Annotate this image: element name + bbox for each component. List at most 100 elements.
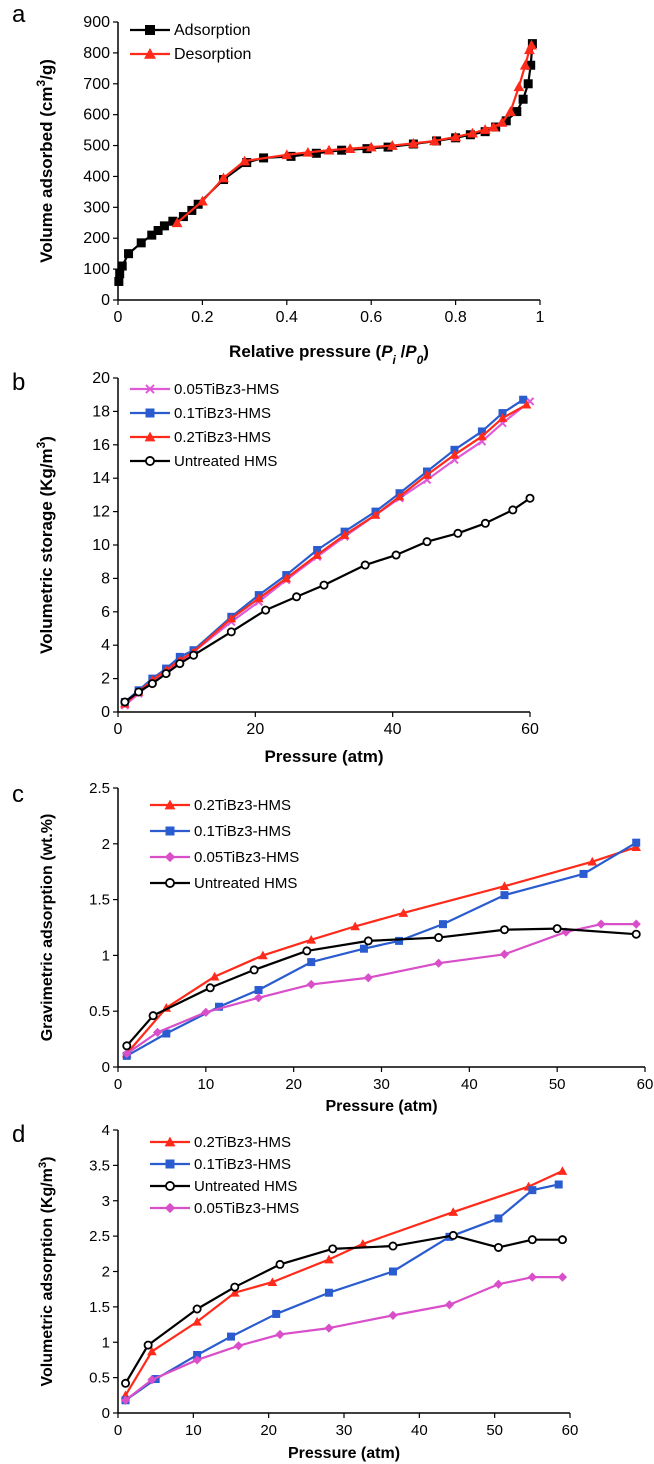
data-point xyxy=(267,1277,278,1286)
y-tick-label: 20 xyxy=(92,370,110,387)
data-point xyxy=(230,1282,240,1292)
x-tick-label: 20 xyxy=(260,1422,277,1439)
data-point xyxy=(175,659,185,669)
data-point xyxy=(134,687,144,697)
y-axis-label: Volumetric storage (Kg/m3) xyxy=(34,436,56,654)
panel-letter: c xyxy=(12,781,24,808)
x-tick-label: 0.8 xyxy=(444,309,466,326)
chart-panel-d: d00.511.522.533.540 10 20 30 40 50 60Pressure … xyxy=(12,1121,578,1462)
data-point xyxy=(159,221,169,231)
data-point xyxy=(422,470,432,479)
data-point xyxy=(161,669,171,679)
data-point xyxy=(258,950,268,960)
data-point xyxy=(388,1241,398,1251)
data-point xyxy=(162,1029,171,1038)
data-point xyxy=(554,1180,563,1189)
data-point xyxy=(596,919,606,929)
data-point xyxy=(313,546,322,555)
chart-panel-a: a 0 100 200 300 400 500 600 700 800 900 0 0.2 0.4 0.6 0… xyxy=(12,1,545,367)
data-point xyxy=(254,985,263,994)
series-Untreated HMS xyxy=(121,1230,567,1388)
data-point xyxy=(557,1166,568,1175)
data-point xyxy=(215,1002,224,1011)
data-point xyxy=(477,427,486,436)
data-point xyxy=(281,149,293,160)
label-part: Volumetric storage (Kg/m xyxy=(37,448,56,654)
label-part: Relative pressure ( xyxy=(229,342,381,361)
x-tick-label: 50 xyxy=(486,1422,503,1439)
data-point xyxy=(453,528,463,538)
x-tick-label: 1 xyxy=(536,309,545,326)
x-tick-label: 0.6 xyxy=(360,309,382,326)
data-point xyxy=(429,135,440,146)
label-part: P xyxy=(405,342,417,361)
legend-marker xyxy=(165,1159,175,1169)
data-point xyxy=(311,148,321,158)
y-tick-label: 100 xyxy=(83,261,110,278)
data-point xyxy=(344,143,356,153)
legend-label: 0.1TiBz3-HMS xyxy=(174,405,271,422)
x-tick-label: 60 xyxy=(637,1076,654,1093)
x-tick-label: 40 xyxy=(384,721,402,738)
y-tick-label: 14 xyxy=(92,470,110,487)
legend-label: 0.1TiBz3-HMS xyxy=(194,823,291,840)
label-part: 3 xyxy=(37,1162,49,1168)
data-point xyxy=(383,142,393,152)
data-point xyxy=(115,269,125,279)
series-Adsorption xyxy=(114,39,537,286)
panel-letter: d xyxy=(12,1121,25,1148)
data-point xyxy=(117,261,127,271)
y-tick-label: 0 xyxy=(101,704,110,721)
y-tick-label: 6 xyxy=(101,604,110,621)
legend-marker xyxy=(144,431,156,442)
data-point xyxy=(358,1239,368,1248)
data-point xyxy=(249,965,259,975)
data-point xyxy=(323,144,335,155)
legend-label: Desorption xyxy=(174,46,251,63)
data-point xyxy=(192,1355,202,1365)
data-point xyxy=(360,560,370,570)
label-part: P xyxy=(381,342,393,361)
data-point xyxy=(519,59,531,70)
data-point xyxy=(192,1316,202,1326)
data-point xyxy=(450,131,461,142)
data-point xyxy=(189,650,199,660)
data-point xyxy=(148,1011,158,1021)
legend: 0.2TiBz3-HMS 0.1TiBz3-HMS 0.05TiBz3-HMS Unt… xyxy=(150,797,299,892)
data-point xyxy=(433,958,444,968)
data-point xyxy=(147,1346,157,1356)
data-point xyxy=(528,1186,537,1195)
label-part: 0 xyxy=(417,353,424,367)
data-point xyxy=(120,1395,131,1405)
data-point xyxy=(480,518,490,528)
data-point xyxy=(147,230,157,240)
data-point xyxy=(193,1350,202,1359)
data-point xyxy=(499,881,510,891)
x-tick-label: 0 xyxy=(114,309,123,326)
data-point xyxy=(324,1288,333,1297)
legend-marker xyxy=(164,799,176,810)
data-point xyxy=(261,605,271,615)
data-point xyxy=(218,172,229,183)
data-point xyxy=(306,934,317,944)
x-tick-label: 30 xyxy=(336,1422,353,1439)
series-line xyxy=(117,43,534,282)
legend-label: Adsorption xyxy=(174,22,251,39)
data-point xyxy=(631,919,641,929)
x-tick-label: 0.4 xyxy=(276,309,298,326)
data-point xyxy=(497,413,508,422)
series-line xyxy=(125,846,637,1055)
y-tick-label: 10 xyxy=(92,537,110,554)
data-point xyxy=(306,979,316,990)
series-line xyxy=(176,44,533,224)
x-tick-label: 0 xyxy=(114,721,123,738)
x-tick-label: 0 xyxy=(114,1422,122,1439)
data-point xyxy=(587,856,598,866)
series-line xyxy=(126,923,637,1055)
y-tick-label: 8 xyxy=(101,570,110,587)
data-point xyxy=(557,1235,567,1245)
x-axis-label: Pressure (atm) xyxy=(264,747,383,766)
data-point xyxy=(488,121,499,132)
data-point xyxy=(365,141,377,152)
data-point xyxy=(168,216,178,226)
